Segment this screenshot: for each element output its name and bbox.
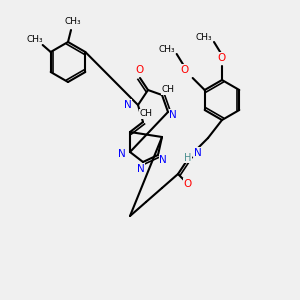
Text: CH: CH <box>140 110 152 118</box>
Text: N: N <box>124 100 132 110</box>
Text: CH: CH <box>161 85 175 94</box>
Text: N: N <box>194 148 202 158</box>
Text: N: N <box>159 155 167 165</box>
Text: O: O <box>184 179 192 189</box>
Text: O: O <box>181 65 189 75</box>
Text: CH₃: CH₃ <box>65 16 81 26</box>
Text: N: N <box>118 149 126 159</box>
Text: O: O <box>136 65 144 75</box>
Text: O: O <box>218 53 226 63</box>
Text: H: H <box>184 153 192 163</box>
Text: CH₃: CH₃ <box>195 32 212 41</box>
Text: N: N <box>137 164 145 174</box>
Text: CH₃: CH₃ <box>26 34 43 43</box>
Text: CH₃: CH₃ <box>158 44 175 53</box>
Text: N: N <box>169 110 177 120</box>
